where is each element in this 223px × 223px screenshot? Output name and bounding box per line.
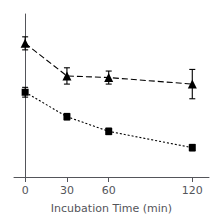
svg-text:60: 60 [102, 184, 116, 197]
svg-text:30: 30 [60, 184, 74, 197]
svg-text:Incubation Time (min): Incubation Time (min) [51, 202, 172, 215]
svg-text:120: 120 [182, 184, 203, 197]
svg-text:0: 0 [22, 184, 29, 197]
